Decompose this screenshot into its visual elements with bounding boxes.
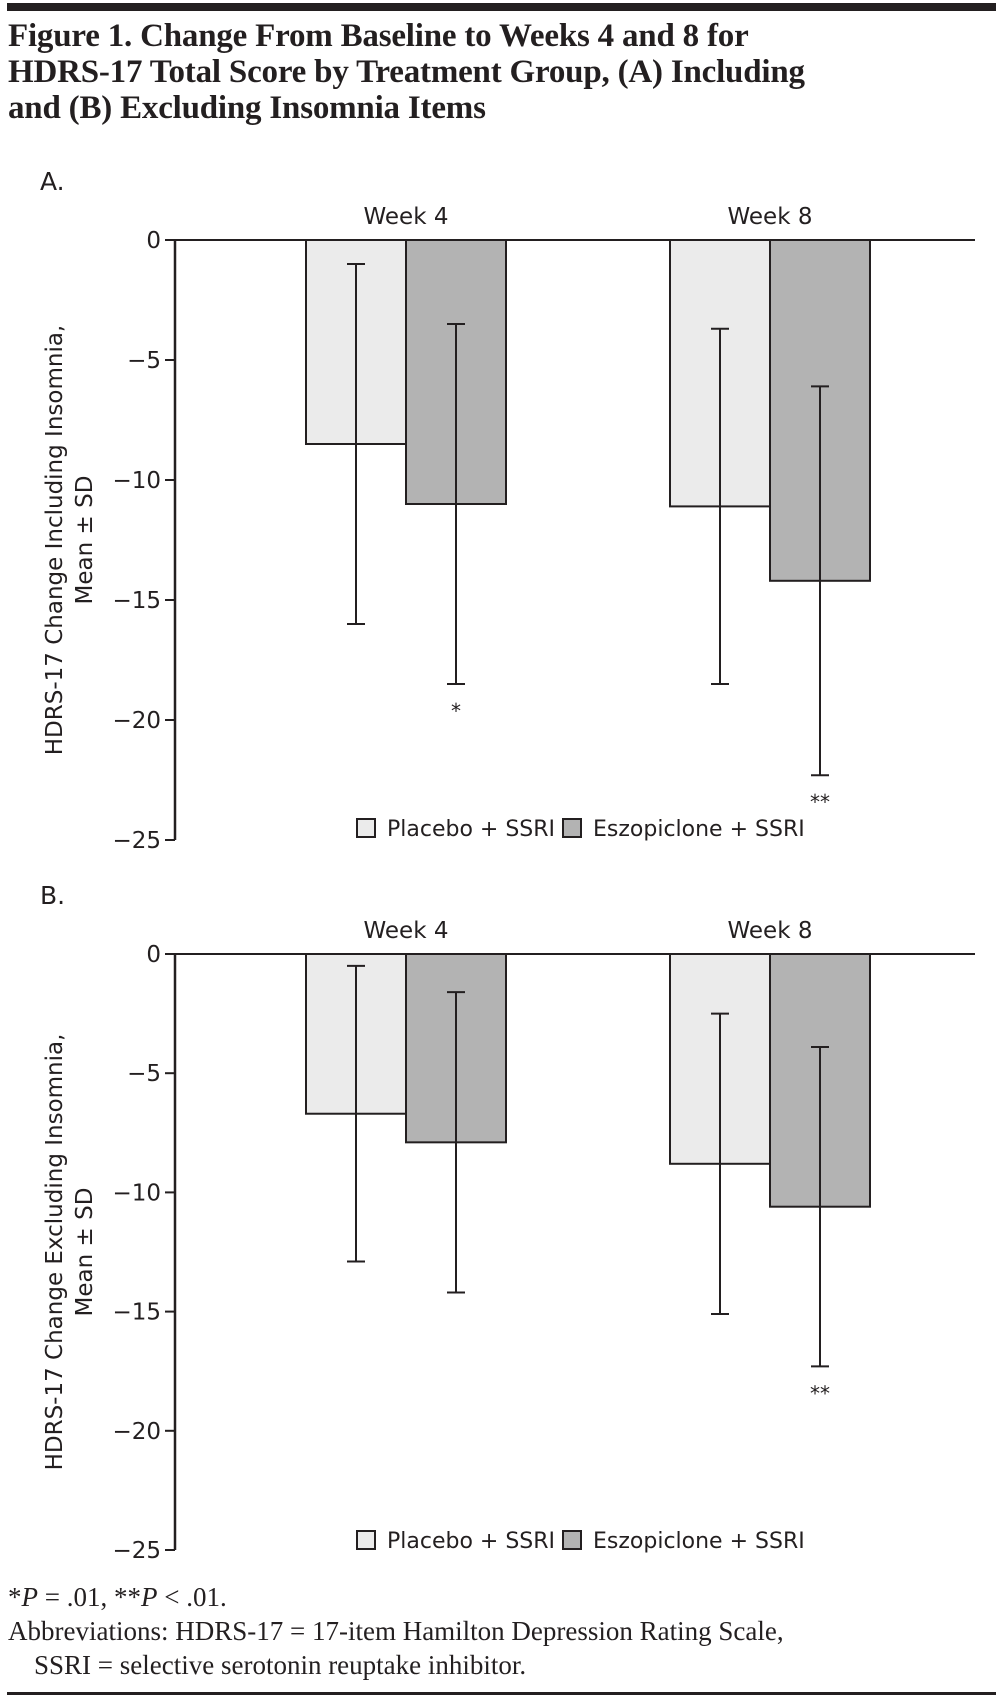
sig-p-2: P bbox=[140, 1582, 158, 1612]
sig-star-1: * bbox=[8, 1582, 22, 1612]
bottom-rule bbox=[7, 1692, 996, 1695]
y-tick-label: −10 bbox=[112, 1180, 161, 1206]
legend-label: Placebo + SSRI bbox=[387, 1529, 555, 1554]
legend-swatch bbox=[356, 818, 376, 838]
sig-star-2: ** bbox=[113, 1582, 141, 1612]
panel-a: A. HDRS-17 Change Including Insomnia, Mean… bbox=[40, 167, 975, 854]
y-tick-label: 0 bbox=[146, 942, 161, 968]
legend-swatch bbox=[356, 1530, 376, 1550]
y-tick-label: −25 bbox=[112, 1538, 161, 1564]
y-axis-label-line-1: HDRS-17 Change Including Insomnia, bbox=[42, 325, 68, 755]
significance-marker: ** bbox=[810, 790, 830, 814]
panel-label: A. bbox=[40, 167, 65, 196]
y-tick-label: −5 bbox=[127, 1061, 161, 1087]
y-tick-label: −25 bbox=[112, 828, 161, 854]
category-label: Week 8 bbox=[728, 918, 813, 944]
figure-title-line-2: HDRS-17 Total Score by Treatment Group, … bbox=[8, 54, 805, 90]
y-tick-label: −15 bbox=[112, 588, 161, 614]
y-tick-label: 0 bbox=[146, 228, 161, 254]
y-tick-label: −10 bbox=[112, 468, 161, 494]
y-tick-label: −20 bbox=[112, 1419, 161, 1445]
y-axis-label-line-2: Mean ± SD bbox=[72, 1188, 98, 1317]
y-tick-label: −5 bbox=[127, 348, 161, 374]
significance-footnote: *P = .01, **P < .01. bbox=[8, 1580, 988, 1614]
figure-title-line-1: Figure 1. Change From Baseline to Weeks … bbox=[8, 18, 749, 54]
legend-label: Eszopiclone + SSRI bbox=[593, 817, 805, 842]
abbreviations-line-2: SSRI = selective serotonin reuptake inhi… bbox=[34, 1650, 527, 1680]
legend-label: Placebo + SSRI bbox=[387, 817, 555, 842]
y-axis-label-line-2: Mean ± SD bbox=[72, 476, 98, 605]
y-tick-label: −20 bbox=[112, 708, 161, 734]
significance-marker: * bbox=[451, 699, 461, 723]
category-label: Week 8 bbox=[728, 204, 813, 230]
figure-title-line-3: and (B) Excluding Insomnia Items bbox=[8, 90, 486, 126]
category-label: Week 4 bbox=[364, 204, 449, 230]
sig-value-1: = .01, bbox=[38, 1582, 114, 1612]
legend-item-eszopiclone: Eszopiclone + SSRI bbox=[562, 1529, 805, 1554]
footnotes: *P = .01, **P < .01. Abbreviations: HDRS… bbox=[8, 1580, 988, 1682]
sig-value-2: < .01. bbox=[157, 1582, 227, 1612]
sig-p-1: P bbox=[21, 1582, 39, 1612]
legend-swatch bbox=[562, 818, 582, 838]
category-label: Week 4 bbox=[364, 918, 449, 944]
legend-item-placebo: Placebo + SSRI bbox=[356, 1529, 555, 1554]
significance-marker: ** bbox=[810, 1381, 830, 1405]
figure-title: Figure 1. Change From Baseline to Weeks … bbox=[8, 18, 988, 126]
legend-item-placebo: Placebo + SSRI bbox=[356, 817, 555, 842]
top-rule bbox=[7, 3, 996, 11]
panel-b: B. HDRS-17 Change Excluding Insomnia, Mean… bbox=[40, 881, 975, 1564]
y-tick-label: −15 bbox=[112, 1300, 161, 1326]
legend-swatch bbox=[562, 1530, 582, 1550]
y-axis-label-line-1: HDRS-17 Change Excluding Insomnia, bbox=[42, 1034, 68, 1471]
abbreviations-line-1: Abbreviations: HDRS-17 = 17-item Hamilto… bbox=[8, 1616, 784, 1646]
legend-label: Eszopiclone + SSRI bbox=[593, 1529, 805, 1554]
legend-item-eszopiclone: Eszopiclone + SSRI bbox=[562, 817, 805, 842]
panel-label: B. bbox=[40, 881, 65, 910]
